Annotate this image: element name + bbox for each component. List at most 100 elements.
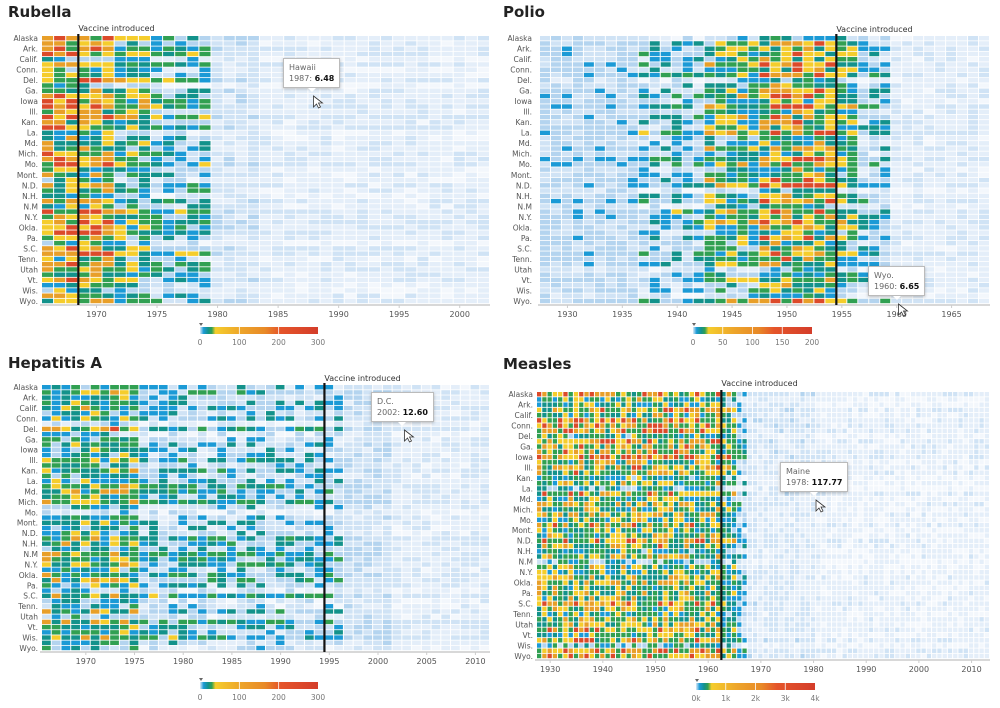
- heatmap-cell[interactable]: [381, 261, 393, 267]
- heatmap-cell[interactable]: [704, 156, 715, 162]
- heatmap-cell[interactable]: [163, 230, 175, 235]
- heatmap-cell[interactable]: [825, 277, 836, 283]
- heatmap-cell[interactable]: [332, 225, 344, 230]
- heatmap-cell[interactable]: [102, 146, 114, 151]
- heatmap-cell[interactable]: [247, 114, 259, 120]
- heatmap-cell[interactable]: [825, 41, 836, 46]
- heatmap-cell[interactable]: [924, 78, 935, 83]
- heatmap-cell[interactable]: [199, 235, 211, 241]
- heatmap-cell[interactable]: [102, 72, 114, 78]
- heatmap-cell[interactable]: [178, 395, 188, 400]
- heatmap-cell[interactable]: [405, 225, 417, 230]
- heatmap-cell[interactable]: [946, 172, 957, 178]
- heatmap-cell[interactable]: [150, 251, 163, 256]
- heatmap-cell[interactable]: [259, 256, 272, 262]
- heatmap-cell[interactable]: [737, 214, 748, 220]
- heatmap-cell[interactable]: [477, 72, 489, 78]
- heatmap-cell[interactable]: [320, 219, 332, 225]
- heatmap-cell[interactable]: [583, 109, 594, 115]
- heatmap-cell[interactable]: [477, 167, 489, 172]
- heatmap-cell[interactable]: [42, 442, 51, 447]
- heatmap-cell[interactable]: [90, 130, 102, 136]
- heatmap-cell[interactable]: [138, 225, 150, 230]
- heatmap-cell[interactable]: [296, 256, 308, 262]
- heatmap-cell[interactable]: [54, 135, 66, 141]
- heatmap-cell[interactable]: [453, 130, 465, 136]
- heatmap-cell[interactable]: [803, 267, 814, 272]
- heatmap-cell[interactable]: [356, 83, 368, 88]
- heatmap-cell[interactable]: [968, 198, 979, 204]
- heatmap-cell[interactable]: [935, 104, 946, 109]
- heatmap-cell[interactable]: [138, 204, 150, 209]
- heatmap-cell[interactable]: [187, 57, 199, 62]
- heatmap-cell[interactable]: [858, 78, 869, 83]
- heatmap-cell[interactable]: [902, 114, 913, 120]
- heatmap-cell[interactable]: [42, 463, 51, 468]
- heatmap-cell[interactable]: [139, 478, 149, 484]
- heatmap-cell[interactable]: [825, 183, 836, 188]
- heatmap-cell[interactable]: [334, 426, 343, 432]
- heatmap-cell[interactable]: [178, 400, 188, 406]
- heatmap-cell[interactable]: [737, 156, 748, 162]
- heatmap-cell[interactable]: [54, 277, 66, 283]
- heatmap-cell[interactable]: [150, 104, 163, 109]
- heatmap-cell[interactable]: [979, 293, 989, 298]
- heatmap-cell[interactable]: [451, 395, 460, 400]
- heatmap-cell[interactable]: [847, 51, 858, 57]
- heatmap-cell[interactable]: [90, 230, 102, 235]
- heatmap-cell[interactable]: [770, 104, 781, 109]
- heatmap-cell[interactable]: [275, 442, 285, 447]
- heatmap-cell[interactable]: [334, 416, 343, 421]
- heatmap-cell[interactable]: [368, 109, 381, 115]
- heatmap-cell[interactable]: [207, 484, 217, 489]
- heatmap-cell[interactable]: [957, 51, 968, 57]
- heatmap-cell[interactable]: [114, 235, 126, 241]
- heatmap-cell[interactable]: [803, 240, 814, 246]
- heatmap-cell[interactable]: [715, 109, 726, 115]
- heatmap-cell[interactable]: [393, 193, 405, 199]
- heatmap-cell[interactable]: [417, 209, 429, 214]
- heatmap-cell[interactable]: [847, 251, 858, 256]
- heatmap-cell[interactable]: [572, 293, 583, 298]
- heatmap-cell[interactable]: [334, 437, 343, 442]
- heatmap-cell[interactable]: [693, 209, 704, 214]
- heatmap-cell[interactable]: [770, 41, 781, 46]
- heatmap-cell[interactable]: [737, 235, 748, 241]
- heatmap-cell[interactable]: [54, 83, 66, 88]
- heatmap-cell[interactable]: [320, 120, 332, 125]
- heatmap-cell[interactable]: [935, 88, 946, 93]
- heatmap-cell[interactable]: [114, 293, 126, 298]
- heatmap-cell[interactable]: [129, 405, 139, 411]
- heatmap-cell[interactable]: [803, 104, 814, 109]
- heatmap-cell[interactable]: [320, 172, 332, 178]
- heatmap-cell[interactable]: [550, 156, 561, 162]
- heatmap-cell[interactable]: [421, 431, 431, 437]
- heatmap-cell[interactable]: [114, 267, 126, 272]
- heatmap-cell[interactable]: [979, 219, 989, 225]
- heatmap-cell[interactable]: [102, 36, 114, 41]
- heatmap-cell[interactable]: [332, 109, 344, 115]
- heatmap-cell[interactable]: [199, 130, 211, 136]
- heatmap-cell[interactable]: [726, 72, 737, 78]
- heatmap-cell[interactable]: [913, 120, 924, 125]
- heatmap-cell[interactable]: [858, 193, 869, 199]
- heatmap-cell[interactable]: [126, 251, 138, 256]
- heatmap-cell[interactable]: [402, 442, 412, 447]
- heatmap-cell[interactable]: [540, 41, 550, 46]
- heatmap-cell[interactable]: [381, 277, 393, 283]
- heatmap-cell[interactable]: [470, 442, 480, 447]
- heatmap-cell[interactable]: [320, 251, 332, 256]
- heatmap-cell[interactable]: [594, 235, 605, 241]
- heatmap-cell[interactable]: [836, 198, 847, 204]
- heatmap-cell[interactable]: [314, 405, 324, 411]
- heatmap-cell[interactable]: [803, 109, 814, 115]
- heatmap-cell[interactable]: [223, 251, 235, 256]
- heatmap-cell[interactable]: [150, 214, 163, 220]
- heatmap-cell[interactable]: [393, 67, 405, 72]
- heatmap-cell[interactable]: [891, 251, 902, 256]
- heatmap-cell[interactable]: [207, 478, 217, 484]
- heatmap-cell[interactable]: [66, 99, 78, 104]
- heatmap-cell[interactable]: [935, 109, 946, 115]
- heatmap-cell[interactable]: [431, 437, 441, 442]
- heatmap-cell[interactable]: [748, 240, 759, 246]
